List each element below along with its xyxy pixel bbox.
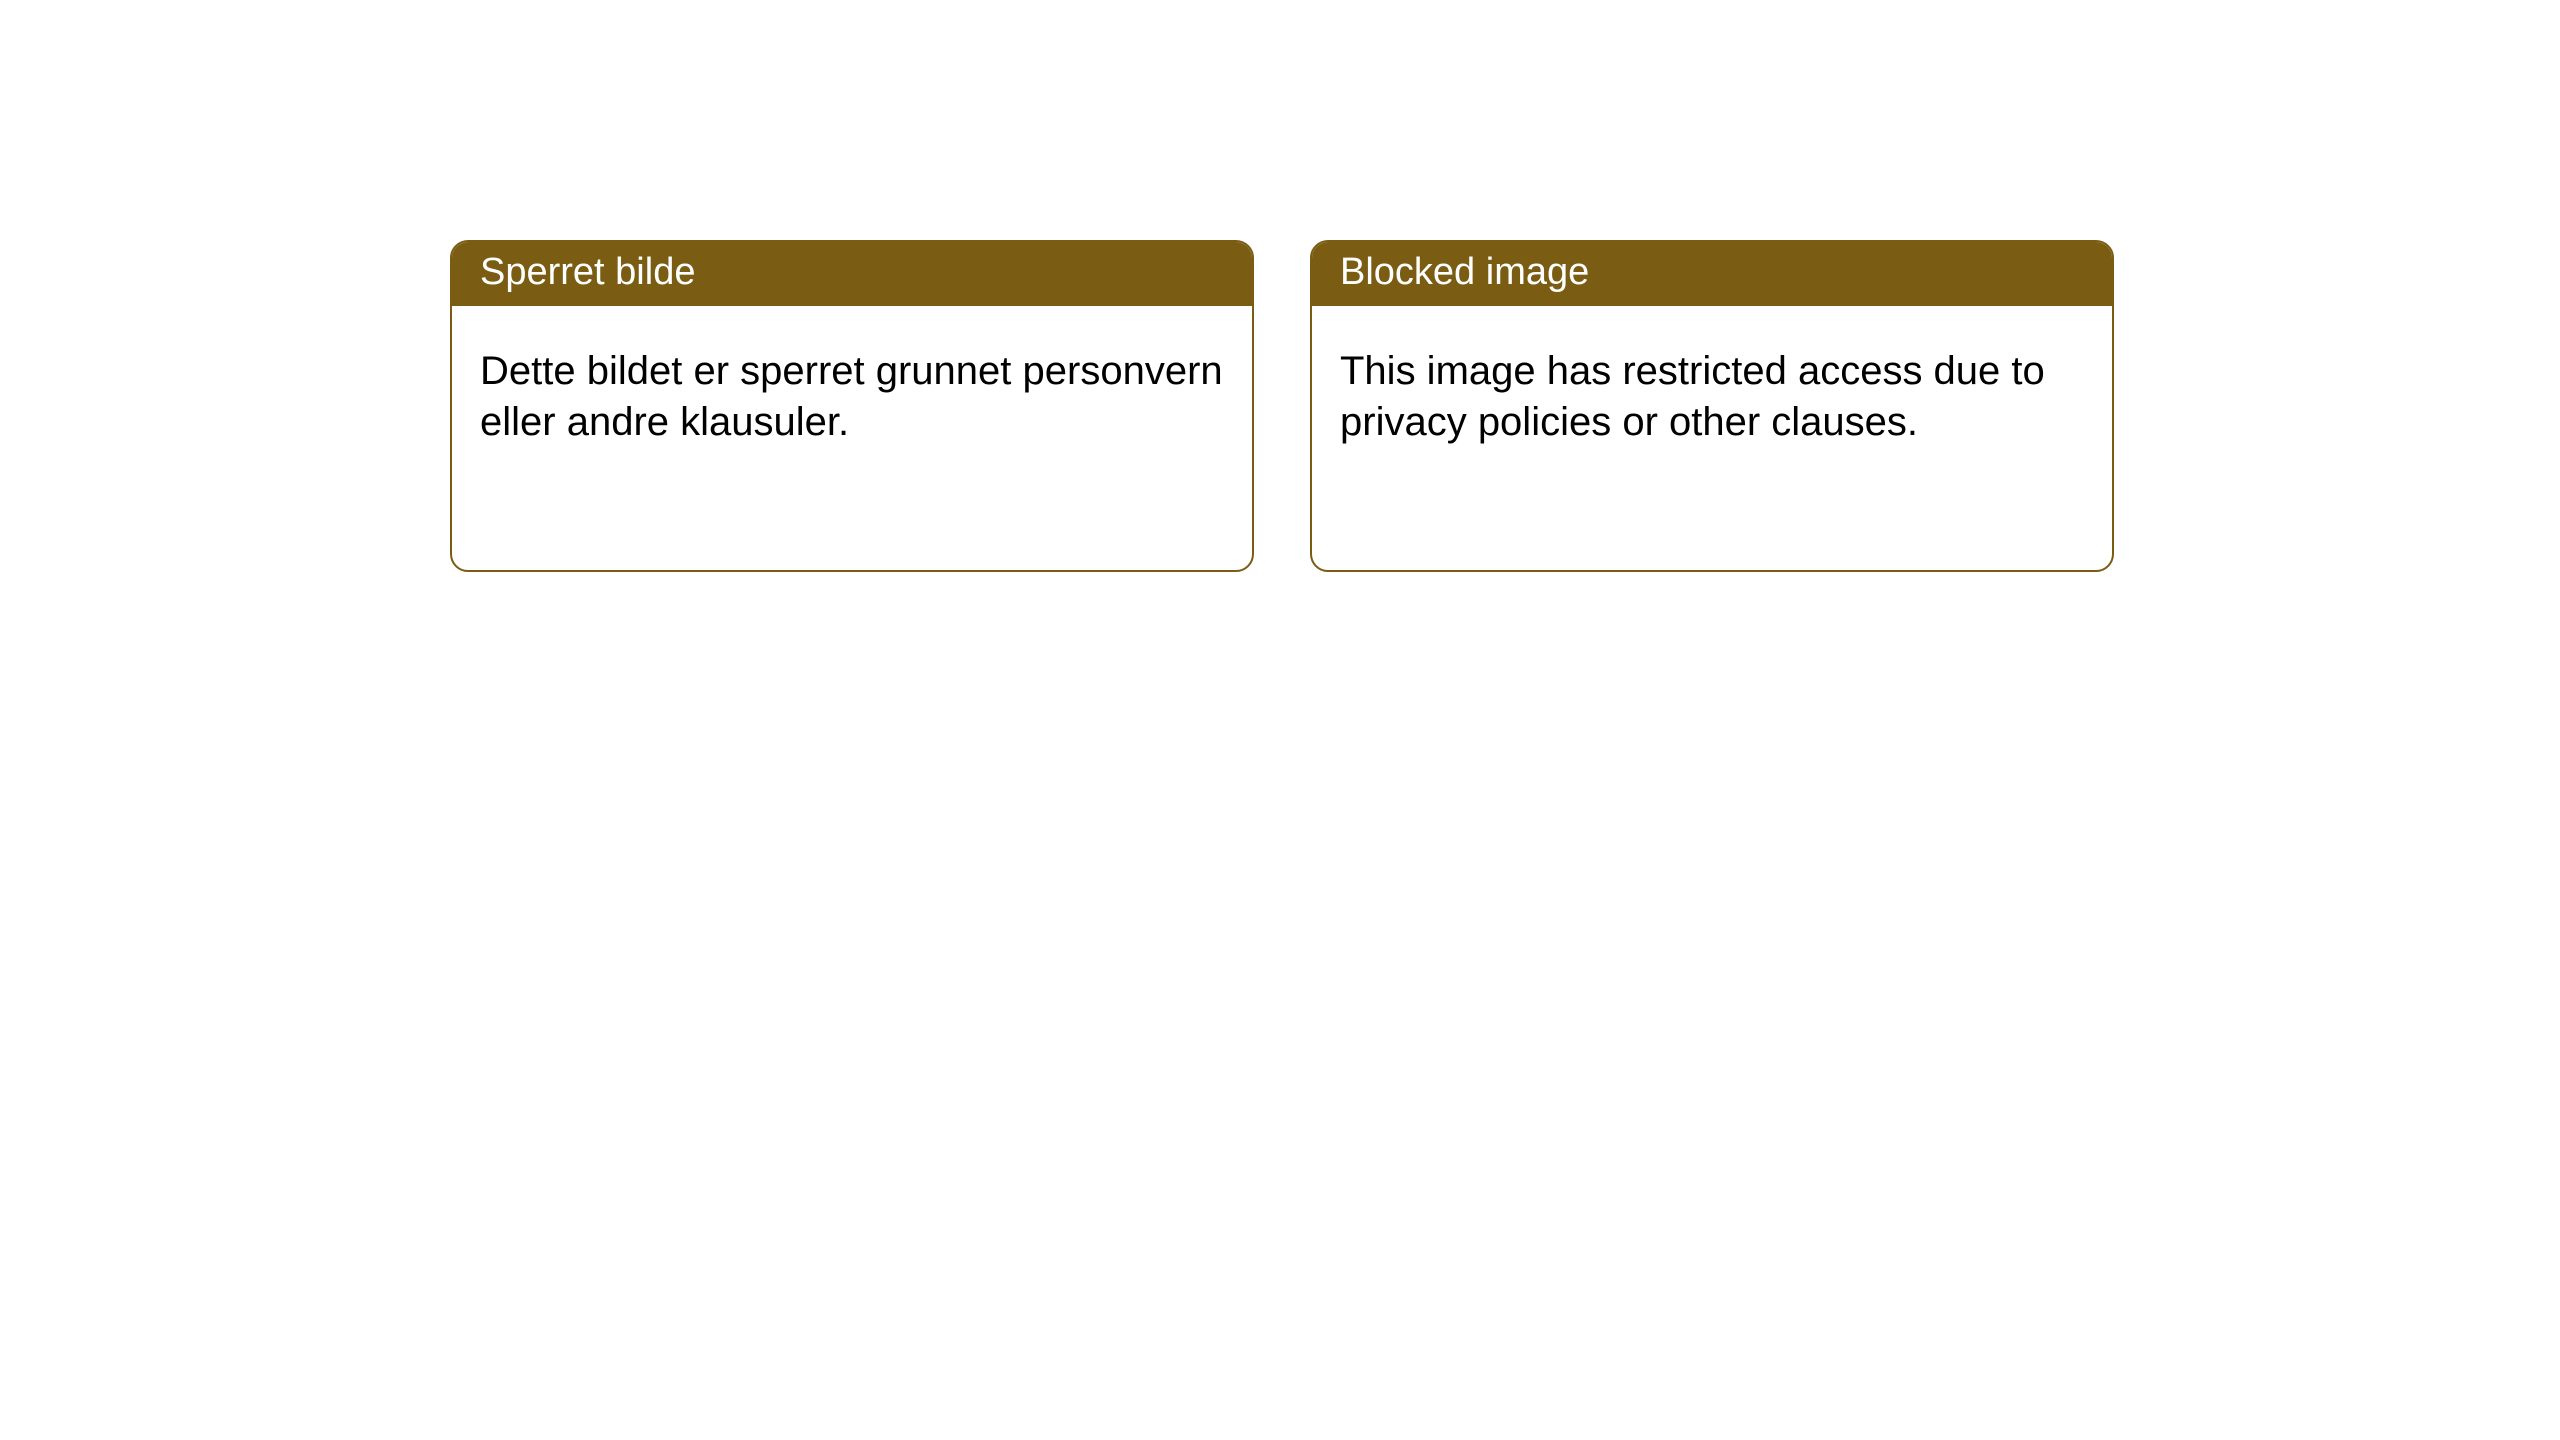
notice-title-norwegian: Sperret bilde: [452, 242, 1252, 306]
notice-body-english: This image has restricted access due to …: [1312, 306, 2112, 476]
notice-card-norwegian: Sperret bilde Dette bildet er sperret gr…: [450, 240, 1254, 572]
notice-body-norwegian: Dette bildet er sperret grunnet personve…: [452, 306, 1252, 476]
notice-title-english: Blocked image: [1312, 242, 2112, 306]
notice-container: Sperret bilde Dette bildet er sperret gr…: [0, 0, 2560, 572]
notice-card-english: Blocked image This image has restricted …: [1310, 240, 2114, 572]
